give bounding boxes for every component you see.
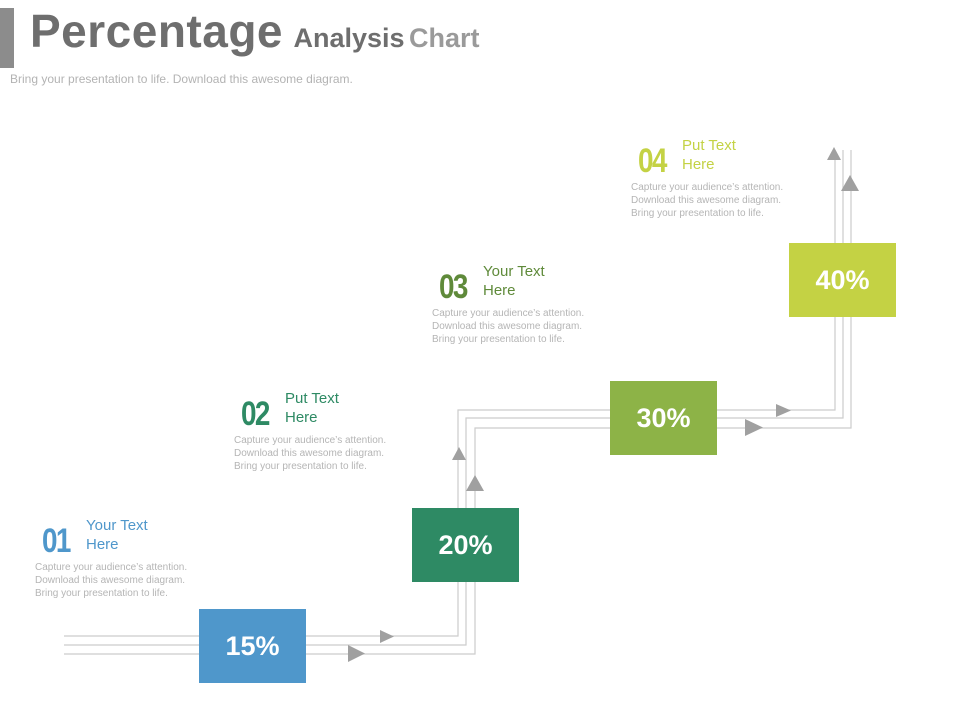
step-heading-line: Your Text xyxy=(86,517,148,534)
desc-line: Capture your audience’s attention. xyxy=(35,562,188,573)
step-heading: Your Text Here xyxy=(483,262,593,300)
value-label: 15% xyxy=(225,630,280,661)
step-number: 01 xyxy=(42,522,71,560)
desc-line: Bring your presentation to life. xyxy=(432,334,565,345)
desc-line: Bring your presentation to life. xyxy=(35,588,168,599)
step-heading-line: Put Text xyxy=(682,137,736,154)
value-label: 40% xyxy=(815,264,870,295)
step-heading-line: Your Text xyxy=(483,263,545,280)
step-description: Capture your audience’s attention. Downl… xyxy=(631,181,831,220)
arrow-up-icon xyxy=(466,475,484,491)
value-label: 30% xyxy=(636,402,691,433)
arrow-right-icon xyxy=(776,404,791,417)
desc-line: Bring your presentation to life. xyxy=(234,461,367,472)
title-part-analysis: Analysis xyxy=(293,23,405,53)
desc-line: Bring your presentation to life. xyxy=(631,208,764,219)
step-description: Capture your audience’s attention. Downl… xyxy=(432,307,632,346)
desc-line: Download this awesome diagram. xyxy=(432,321,583,332)
step-heading-line: Here xyxy=(483,282,516,299)
arrow-right-icon xyxy=(745,419,763,436)
desc-line: Download this awesome diagram. xyxy=(35,575,186,586)
value-box-15: 15% xyxy=(199,609,306,683)
connector-line-1 xyxy=(64,150,836,637)
step-number: 03 xyxy=(439,268,468,306)
step-heading-line: Here xyxy=(285,409,318,426)
page-title: Percentage Analysis Chart xyxy=(30,4,480,58)
step-number: 02 xyxy=(241,395,270,433)
step-description: Capture your audience’s attention. Downl… xyxy=(234,434,434,473)
value-box-20: 20% xyxy=(412,508,519,582)
step-heading: Your Text Here xyxy=(86,516,196,554)
page-subtitle: Bring your presentation to life. Downloa… xyxy=(10,72,353,86)
desc-line: Download this awesome diagram. xyxy=(631,195,782,206)
desc-line: Capture your audience’s attention. xyxy=(234,435,387,446)
title-accent-bar xyxy=(0,8,14,68)
arrow-up-icon xyxy=(827,147,841,160)
value-label: 20% xyxy=(438,529,493,560)
step-number: 04 xyxy=(638,142,667,180)
step-heading-line: Here xyxy=(682,156,715,173)
title-part-chart: Chart xyxy=(408,23,480,53)
value-box-40: 40% xyxy=(789,243,896,317)
step-description: Capture your audience’s attention. Downl… xyxy=(35,561,235,600)
arrow-up-icon xyxy=(452,447,466,460)
desc-line: Capture your audience’s attention. xyxy=(631,182,784,193)
step-heading-line: Put Text xyxy=(285,390,339,407)
connector-line-2 xyxy=(64,150,844,646)
step-heading: Put Text Here xyxy=(682,136,792,174)
arrow-right-icon xyxy=(380,630,394,643)
connector-line-3 xyxy=(64,150,852,655)
value-box-30: 30% xyxy=(610,381,717,455)
arrow-right-icon xyxy=(348,645,365,662)
desc-line: Capture your audience’s attention. xyxy=(432,308,585,319)
step-heading: Put Text Here xyxy=(285,389,395,427)
step-heading-line: Here xyxy=(86,536,119,553)
title-main: Percentage xyxy=(30,5,284,57)
desc-line: Download this awesome diagram. xyxy=(234,448,385,459)
arrow-up-icon xyxy=(841,175,859,191)
